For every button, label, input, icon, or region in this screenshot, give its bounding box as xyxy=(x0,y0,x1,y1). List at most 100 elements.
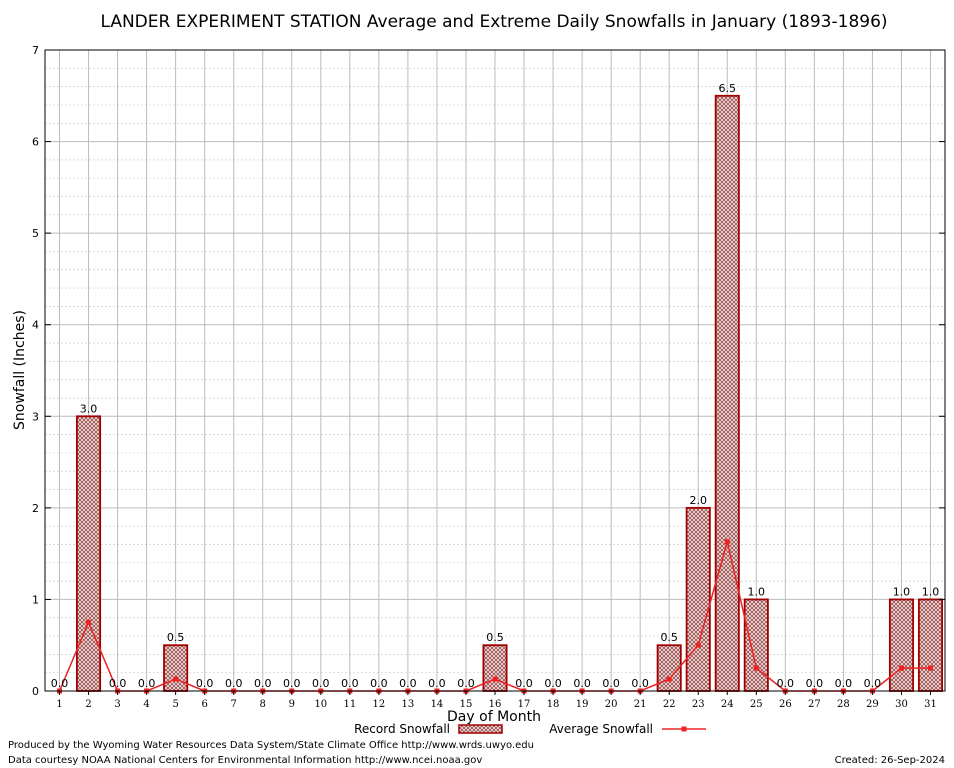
x-tick-label: 17 xyxy=(518,699,531,710)
bar-value-label: 0.0 xyxy=(631,677,649,690)
bar-value-label: 0.0 xyxy=(544,677,562,690)
bar-value-label: 0.0 xyxy=(109,677,127,690)
x-tick-labels: 1 2 3 4 5 6 7 8 9 10 11 12 13 14 15 16 17 18 19 20 21 22 23 24 2… xyxy=(56,691,937,710)
x-tick-label: 2 xyxy=(85,699,91,710)
x-tick-label: 26 xyxy=(779,699,792,710)
legend-record-swatch xyxy=(458,724,503,734)
bar-label-layer: 0.0 3.0 0.0 0.0 0.5 0.0 0.0 0.0 0.0 0.0 0.0 0.0 0.0 0… xyxy=(51,82,939,690)
bar-value-label: 3.0 xyxy=(80,402,98,415)
x-tick-label: 4 xyxy=(143,699,149,710)
x-tick-label: 22 xyxy=(663,699,676,710)
x-tick-label: 21 xyxy=(634,699,647,710)
y-tick-label: 4 xyxy=(32,319,39,332)
x-axis-title: Day of Month xyxy=(447,709,541,725)
x-tick-label: 30 xyxy=(895,699,908,710)
y-tick-label: 1 xyxy=(32,593,39,606)
y-tick-label: 5 xyxy=(32,227,39,240)
record-bar xyxy=(76,415,102,692)
legend-record-label: Record Snowfall xyxy=(354,722,450,736)
record-bar xyxy=(685,506,711,692)
x-tick-label: 16 xyxy=(489,699,502,710)
x-tick-label: 7 xyxy=(231,699,237,710)
bar-value-label: 0.0 xyxy=(806,677,824,690)
average-point xyxy=(666,676,672,682)
x-tick-label: 3 xyxy=(114,699,120,710)
average-point xyxy=(898,665,904,671)
average-point xyxy=(173,676,179,682)
x-tick-label: 25 xyxy=(750,699,763,710)
bar-value-label: 0.0 xyxy=(283,677,301,690)
bar-value-label: 6.5 xyxy=(719,82,737,95)
bar-value-label: 0.0 xyxy=(312,677,330,690)
bar-value-label: 0.0 xyxy=(515,677,533,690)
bar-value-label: 0.0 xyxy=(602,677,620,690)
record-bar xyxy=(743,598,769,692)
bar-value-label: 0.5 xyxy=(167,631,185,644)
y-tick-label: 3 xyxy=(32,410,39,423)
record-bar xyxy=(656,644,682,692)
grid-layer xyxy=(45,49,945,692)
x-tick-label: 10 xyxy=(314,699,327,710)
average-point xyxy=(695,642,701,648)
x-tick-label: 13 xyxy=(402,699,415,710)
bar-value-label: 0.0 xyxy=(341,677,359,690)
y-tick-label: 0 xyxy=(32,685,39,698)
bar-value-label: 0.0 xyxy=(138,677,156,690)
bar-value-label: 0.5 xyxy=(660,631,678,644)
footer-created-date: Created: 26-Sep-2024 xyxy=(835,755,945,766)
y-tick-label: 6 xyxy=(32,136,39,149)
average-point xyxy=(492,676,498,682)
bar-value-label: 0.0 xyxy=(573,677,591,690)
x-tick-label: 31 xyxy=(924,699,937,710)
bar-layer xyxy=(76,94,943,692)
x-tick-label: 15 xyxy=(460,699,473,710)
bar-value-label: 1.0 xyxy=(893,585,911,598)
average-point xyxy=(86,619,92,625)
x-tick-label: 5 xyxy=(172,699,178,710)
bar-value-label: 0.0 xyxy=(196,677,214,690)
x-tick-label: 18 xyxy=(547,699,560,710)
y-tick-labels: 0 1 2 3 4 5 6 7 xyxy=(32,44,945,698)
x-tick-label: 11 xyxy=(343,699,356,710)
bar-value-label: 0.0 xyxy=(225,677,243,690)
chart-title: LANDER EXPERIMENT STATION Average and Ex… xyxy=(100,12,887,32)
x-tick-label: 1 xyxy=(56,699,62,710)
bar-value-label: 0.5 xyxy=(486,631,504,644)
y-tick-label: 2 xyxy=(32,502,39,515)
bar-value-label: 0.0 xyxy=(777,677,795,690)
bar-value-label: 0.0 xyxy=(370,677,388,690)
x-tick-label: 6 xyxy=(201,699,207,710)
average-point xyxy=(724,539,730,545)
average-point xyxy=(927,665,933,671)
footer-data-source: Data courtesy NOAA National Centers for … xyxy=(8,755,482,766)
bar-value-label: 0.0 xyxy=(864,677,882,690)
legend: Record Snowfall Average Snowfall xyxy=(354,722,706,736)
record-bar xyxy=(714,94,740,692)
x-tick-label: 12 xyxy=(373,699,386,710)
x-tick-label: 27 xyxy=(808,699,821,710)
record-bar xyxy=(888,598,914,692)
x-tick-label: 23 xyxy=(692,699,705,710)
x-tick-label: 28 xyxy=(837,699,850,710)
x-tick-label: 8 xyxy=(260,699,266,710)
bar-value-label: 1.0 xyxy=(748,585,766,598)
bar-value-label: 0.0 xyxy=(399,677,417,690)
x-tick-label: 20 xyxy=(605,699,618,710)
x-tick-label: 29 xyxy=(866,699,879,710)
bar-value-label: 1.0 xyxy=(922,585,940,598)
bar-value-label: 0.0 xyxy=(254,677,272,690)
legend-average-marker xyxy=(681,726,687,732)
bar-value-label: 0.0 xyxy=(835,677,853,690)
bar-value-label: 2.0 xyxy=(689,494,707,507)
average-point xyxy=(753,665,759,671)
record-bar xyxy=(482,644,508,692)
y-tick-label: 7 xyxy=(32,44,39,57)
footer-producer: Produced by the Wyoming Water Resources … xyxy=(8,740,534,751)
legend-average-label: Average Snowfall xyxy=(549,722,653,736)
bar-value-label: 0.0 xyxy=(428,677,446,690)
x-tick-label: 14 xyxy=(431,699,444,710)
record-bar xyxy=(917,598,943,692)
x-tick-label: 19 xyxy=(576,699,589,710)
bar-value-label: 0.0 xyxy=(457,677,475,690)
